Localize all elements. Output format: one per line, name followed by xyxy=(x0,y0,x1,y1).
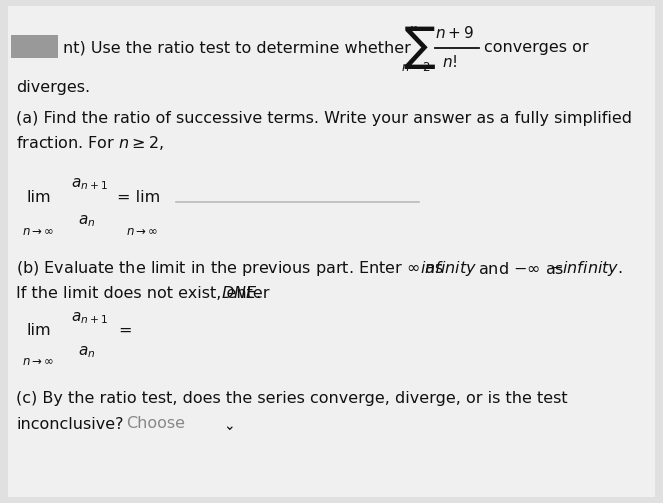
Text: converges or: converges or xyxy=(484,40,589,55)
Text: $n{\to}\infty$: $n{\to}\infty$ xyxy=(22,225,54,238)
FancyBboxPatch shape xyxy=(134,308,357,362)
Text: $a_n$: $a_n$ xyxy=(78,213,96,229)
Text: and $-\infty$ as: and $-\infty$ as xyxy=(473,261,565,277)
Text: $\mathit{-infinity.}$: $\mathit{-infinity.}$ xyxy=(549,259,623,278)
Text: lim: lim xyxy=(26,190,50,205)
Text: $\mathit{infinity}$: $\mathit{infinity}$ xyxy=(420,259,477,278)
FancyBboxPatch shape xyxy=(176,164,419,241)
Text: = lim: = lim xyxy=(117,190,160,205)
Text: $a_{n+1}$: $a_{n+1}$ xyxy=(71,310,107,325)
Text: =: = xyxy=(118,322,131,338)
Text: nt) Use the ratio test to determine whether: nt) Use the ratio test to determine whet… xyxy=(63,40,411,55)
Text: $n{\to}\infty$: $n{\to}\infty$ xyxy=(127,225,158,238)
Text: fraction. For $n \geq 2,$: fraction. For $n \geq 2,$ xyxy=(17,134,164,152)
Text: $n=2$: $n=2$ xyxy=(401,61,432,74)
Text: (b) Evaluate the limit in the previous part. Enter $\infty$ as: (b) Evaluate the limit in the previous p… xyxy=(17,259,445,278)
Text: $n!$: $n!$ xyxy=(442,54,457,70)
Text: $a_{n+1}$: $a_{n+1}$ xyxy=(71,176,107,192)
Text: $a_n$: $a_n$ xyxy=(78,344,96,360)
Text: ⌄: ⌄ xyxy=(223,420,235,433)
Text: If the limit does not exist, enter: If the limit does not exist, enter xyxy=(17,286,275,301)
Text: $n+9$: $n+9$ xyxy=(435,25,474,41)
Text: lim: lim xyxy=(26,322,50,338)
Bar xyxy=(11,36,58,57)
Text: inconclusive?: inconclusive? xyxy=(17,417,124,432)
Text: $n{\to}\infty$: $n{\to}\infty$ xyxy=(22,356,54,369)
Text: diverges.: diverges. xyxy=(17,79,90,95)
Text: (a) Find the ratio of successive terms. Write your answer as a fully simplified: (a) Find the ratio of successive terms. … xyxy=(17,112,633,126)
Text: $\mathit{DNE.}$: $\mathit{DNE.}$ xyxy=(221,285,261,301)
Text: $\infty$: $\infty$ xyxy=(408,22,418,35)
Text: Choose: Choose xyxy=(127,416,186,431)
Text: (c) By the ratio test, does the series converge, diverge, or is the test: (c) By the ratio test, does the series c… xyxy=(17,391,568,406)
Text: $\sum$: $\sum$ xyxy=(402,24,436,71)
